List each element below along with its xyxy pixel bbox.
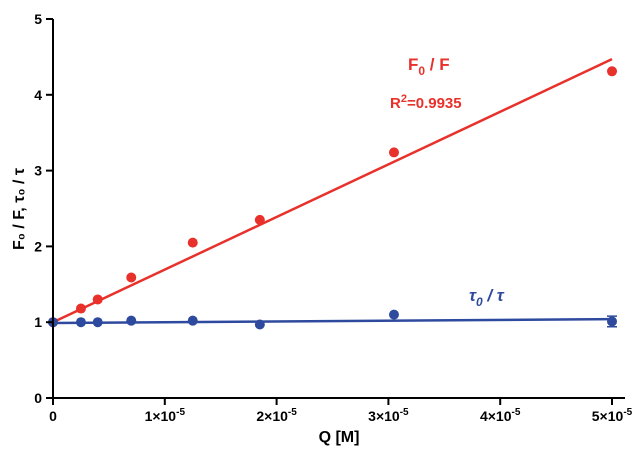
data-point-series-0 <box>388 147 399 158</box>
x-tick-label: 1×10-5 <box>145 407 186 424</box>
data-points <box>48 66 617 330</box>
data-point-series-0 <box>607 66 617 77</box>
data-point-series-0 <box>92 294 103 305</box>
data-point-series-1 <box>607 316 617 327</box>
y-tick-label: 4 <box>34 87 42 103</box>
data-point-series-1 <box>126 315 137 326</box>
f-ratio-label: F0 / F <box>408 55 450 78</box>
data-point-series-1 <box>388 309 399 320</box>
x-axis-label: Q [M] <box>319 429 360 446</box>
x-tick-label: 2×10-5 <box>256 407 297 424</box>
r-squared-label: R2=0.9935 <box>390 93 462 112</box>
tau-ratio-label: τ0 / τ <box>469 286 505 309</box>
x-ticks: 0 1×10-5 2×10-5 3×10-5 4×10-5 5×10-5 <box>49 398 633 424</box>
y-axis-label: F₀ / F, τ₀ / τ <box>11 168 28 250</box>
data-point-series-0 <box>75 303 86 314</box>
data-point-series-1 <box>92 317 103 328</box>
x-tick-label: 5×10-5 <box>592 407 633 424</box>
y-tick-label: 5 <box>34 11 42 27</box>
x-tick-label: 0 <box>49 408 57 424</box>
data-point-series-1 <box>187 315 198 326</box>
fit-line-series-0 <box>52 58 613 324</box>
y-tick-label: 2 <box>34 238 42 254</box>
data-point-series-1 <box>254 319 265 330</box>
data-point-series-0 <box>254 214 265 225</box>
data-point-series-0 <box>126 272 137 283</box>
y-ticks: 0 1 2 3 4 5 <box>34 11 53 406</box>
y-tick-label: 3 <box>34 163 42 179</box>
fit-lines <box>52 58 613 325</box>
y-tick-label: 1 <box>34 314 42 330</box>
x-tick-label: 3×10-5 <box>368 407 409 424</box>
y-tick-label: 0 <box>34 390 42 406</box>
fit-line-series-1 <box>52 317 613 325</box>
data-point-series-0 <box>187 237 198 248</box>
data-point-series-1 <box>75 317 86 328</box>
x-tick-label: 4×10-5 <box>480 407 521 424</box>
